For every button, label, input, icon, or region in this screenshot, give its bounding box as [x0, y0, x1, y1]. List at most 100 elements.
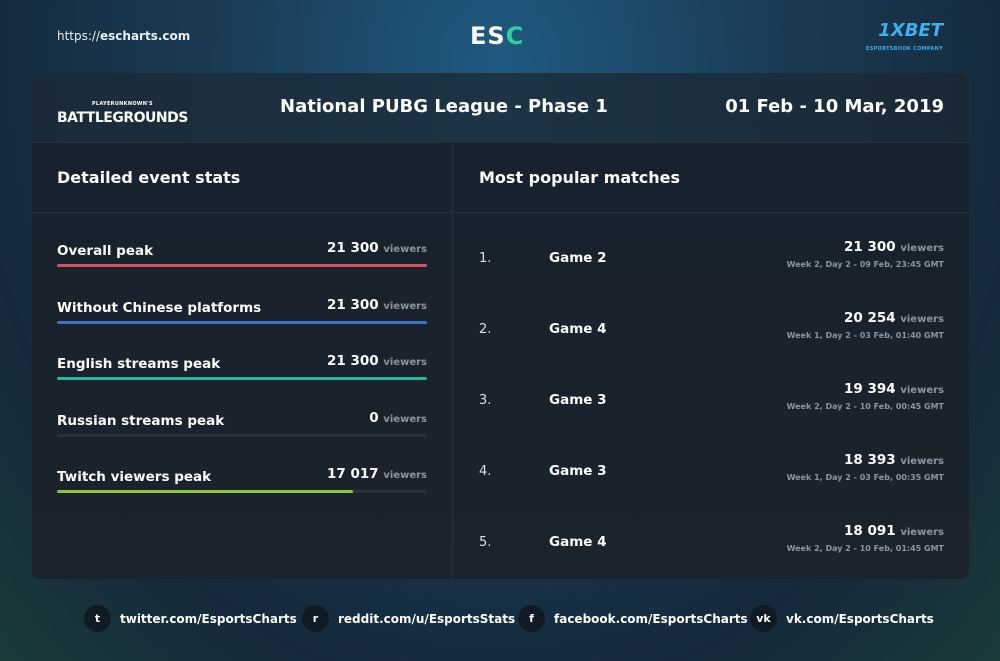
match-rank: 1.	[479, 251, 492, 266]
matches-panel: Most popular matches 1. Game 2 21 300 vi…	[454, 144, 969, 579]
logo-accent: C	[505, 22, 525, 50]
match-viewers: 21 300 viewers	[844, 239, 944, 255]
match-unit: viewers	[900, 456, 944, 467]
social-link[interactable]: t twitter.com/EsportsCharts	[84, 605, 297, 632]
stat-label: Overall peak	[57, 243, 154, 259]
match-number: 18 393	[843, 452, 896, 468]
stat-unit: viewers	[383, 244, 427, 255]
match-rank: 5.	[479, 535, 492, 550]
social-link[interactable]: f facebook.com/EsportsCharts	[518, 605, 748, 632]
match-row: 5. Game 4 18 091 viewers Week 2, Day 2 -…	[479, 523, 944, 563]
stat-number: 21 300	[326, 296, 379, 313]
vk-icon: vk	[750, 605, 777, 632]
stat-row: Russian streams peak 0 viewers	[57, 410, 427, 437]
match-unit: viewers	[900, 314, 944, 325]
social-link[interactable]: vk vk.com/EsportsCharts	[750, 605, 934, 632]
match-rank: 2.	[479, 322, 492, 337]
match-rank: 4.	[479, 464, 492, 479]
match-date: Week 2, Day 2 - 09 Feb, 23:45 GMT	[786, 260, 944, 269]
matches-heading: Most popular matches	[454, 144, 969, 213]
match-number: 21 300	[843, 239, 896, 255]
stat-label: Twitch viewers peak	[57, 469, 212, 485]
stat-label: Without Chinese platforms	[57, 299, 262, 316]
url-prefix: https://	[57, 29, 101, 43]
match-number: 18 091	[843, 523, 896, 539]
match-viewers: 18 393 viewers	[844, 452, 944, 468]
sponsor-subtitle: ESPORTSBOOK COMPANY	[866, 46, 943, 52]
event-title: National PUBG League - Phase 1	[280, 96, 608, 117]
stat-unit: viewers	[383, 300, 427, 312]
match-name: Game 3	[549, 463, 607, 479]
stats-panel: Detailed event stats Overall peak 21 300…	[32, 144, 453, 579]
stat-row: Without Chinese platforms 21 300 viewers	[57, 297, 427, 324]
match-viewers: 18 091 viewers	[844, 523, 944, 539]
stat-row: Twitch viewers peak 17 017 viewers	[57, 466, 427, 493]
match-name: Game 2	[549, 250, 607, 266]
stat-unit: viewers	[383, 470, 427, 481]
stat-row: Overall peak 21 300 viewers	[57, 240, 427, 267]
stat-bar-track	[57, 264, 427, 267]
game-logo-top: PLAYERUNKNOWN'S	[91, 101, 153, 107]
stat-number: 0	[369, 409, 379, 426]
site-url[interactable]: https://escharts.com	[57, 29, 190, 43]
match-unit: viewers	[900, 385, 944, 396]
match-rank: 3.	[479, 393, 492, 408]
stat-bar-track	[57, 490, 427, 493]
stat-bar-fill	[57, 320, 427, 324]
stat-value: 21 300 viewers	[327, 297, 427, 313]
stat-label: English streams peak	[57, 356, 221, 372]
match-number: 20 254	[843, 310, 896, 326]
stats-heading: Detailed event stats	[32, 144, 452, 213]
match-date: Week 2, Day 2 - 10 Feb, 01:45 GMT	[786, 544, 944, 553]
url-domain: escharts.com	[100, 29, 191, 43]
social-link[interactable]: r reddit.com/u/EsportsStats	[302, 605, 515, 632]
esc-logo: ESC	[470, 22, 524, 50]
stat-value: 21 300 viewers	[327, 353, 427, 369]
stat-unit: viewers	[383, 413, 427, 425]
stat-bar-fill	[57, 490, 353, 493]
stat-row: English streams peak 21 300 viewers	[57, 353, 427, 380]
stat-bar-track	[57, 320, 427, 324]
stat-label: Russian streams peak	[57, 412, 225, 429]
social-label: facebook.com/EsportsCharts	[554, 611, 748, 626]
match-row: 3. Game 3 19 394 viewers Week 2, Day 2 -…	[479, 381, 944, 421]
game-logo: PLAYERUNKNOWN'S BATTLEGROUNDS	[57, 97, 188, 125]
game-logo-text: BATTLEGROUNDS	[57, 110, 188, 126]
stat-number: 21 300	[326, 240, 379, 256]
match-row: 1. Game 2 21 300 viewers Week 2, Day 2 -…	[479, 239, 944, 279]
stat-value: 21 300 viewers	[327, 240, 427, 256]
logo-text: ES	[470, 22, 506, 50]
stat-number: 17 017	[326, 466, 379, 482]
event-card: PLAYERUNKNOWN'S BATTLEGROUNDS National PU…	[32, 73, 969, 579]
stat-number: 21 300	[326, 353, 379, 369]
social-label: reddit.com/u/EsportsStats	[338, 611, 516, 626]
stat-bar-track	[57, 433, 427, 437]
match-viewers: 19 394 viewers	[844, 381, 944, 397]
top-bar: https://escharts.com ESC 1XBET ESPORTSBOO…	[0, 0, 1000, 72]
stat-unit: viewers	[383, 357, 427, 368]
match-row: 4. Game 3 18 393 viewers Week 1, Day 2 -…	[479, 452, 944, 492]
stat-bar-fill	[57, 377, 427, 380]
social-label: twitter.com/EsportsCharts	[120, 611, 297, 626]
match-unit: viewers	[900, 527, 944, 538]
sponsor-logo: 1XBET ESPORTSBOOK COMPANY	[866, 22, 943, 58]
match-date: Week 1, Day 2 - 03 Feb, 01:40 GMT	[786, 331, 944, 340]
stat-value: 0 viewers	[369, 410, 427, 426]
match-name: Game 4	[549, 534, 607, 550]
stat-bar-track	[57, 377, 427, 380]
match-row: 2. Game 4 20 254 viewers Week 1, Day 2 -…	[479, 310, 944, 350]
stat-value: 17 017 viewers	[327, 466, 427, 482]
stat-bar-fill	[57, 264, 427, 267]
match-name: Game 4	[549, 321, 607, 337]
reddit-icon: r	[302, 605, 329, 632]
match-date: Week 2, Day 2 - 10 Feb, 00:45 GMT	[786, 402, 944, 411]
footer-social: t twitter.com/EsportsCharts r reddit.com/u/…	[0, 605, 1000, 635]
match-viewers: 20 254 viewers	[844, 310, 944, 326]
event-dates: 01 Feb - 10 Mar, 2019	[725, 96, 944, 117]
match-number: 19 394	[843, 381, 896, 397]
match-name: Game 3	[549, 392, 607, 408]
sponsor-name: 1XBET	[878, 20, 943, 41]
twitter-icon: t	[84, 605, 111, 632]
match-unit: viewers	[900, 243, 944, 254]
event-header: PLAYERUNKNOWN'S BATTLEGROUNDS National PU…	[32, 73, 969, 143]
